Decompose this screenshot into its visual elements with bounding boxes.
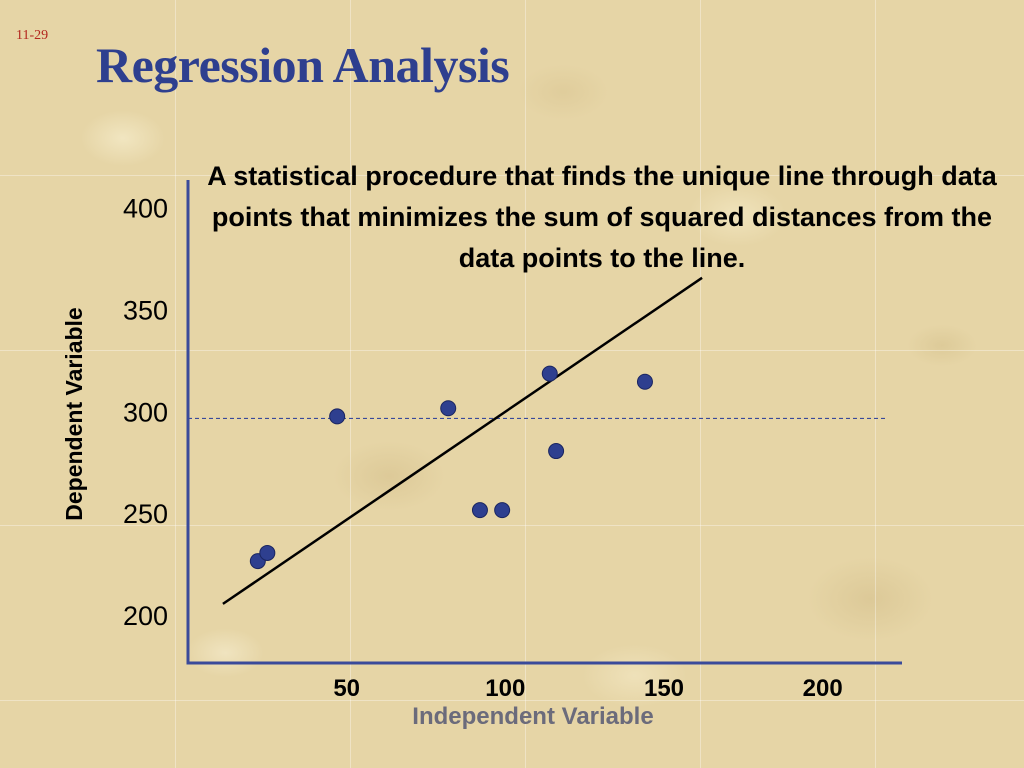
background-gridline <box>0 700 1024 701</box>
data-point <box>259 544 276 561</box>
y-tick-label: 350 <box>123 295 168 325</box>
background-gridline <box>875 0 876 768</box>
background-gridline <box>350 0 351 768</box>
regression-line-group <box>222 276 703 605</box>
data-point <box>440 400 457 417</box>
background-gridline <box>0 175 1024 176</box>
x-tick-label: 50 <box>333 675 360 702</box>
slide-number: 11-29 <box>16 28 49 43</box>
y-tick-label: 300 <box>123 397 168 427</box>
regression-line <box>222 276 703 605</box>
slide-title: Regression Analysis <box>96 37 510 93</box>
background-gridline <box>175 0 176 768</box>
data-point <box>471 502 488 519</box>
x-tick-labels: 50 100 150 200 <box>333 675 842 702</box>
y-tick-label: 200 <box>123 601 168 631</box>
y-tick-label: 250 <box>123 499 168 529</box>
definition-text: A statistical procedure that finds the u… <box>207 161 997 273</box>
background-gridline <box>700 0 701 768</box>
background-gridline <box>525 0 526 768</box>
x-tick-label: 200 <box>803 675 843 702</box>
x-tick-label: 150 <box>644 675 684 702</box>
data-point <box>494 502 511 519</box>
y-axis-label: Dependent Variable <box>61 307 87 520</box>
data-point <box>636 373 653 390</box>
data-point <box>329 408 346 425</box>
background-gridline <box>0 525 1024 526</box>
data-points <box>249 365 653 570</box>
data-point <box>548 443 565 460</box>
y-tick-label: 400 <box>123 194 168 224</box>
y-tick-labels: 200 250 300 350 400 <box>123 194 168 632</box>
background-gridline <box>0 350 1024 351</box>
data-point <box>541 365 558 382</box>
x-tick-label: 100 <box>485 675 525 702</box>
x-axis-label: Independent Variable <box>412 703 653 730</box>
